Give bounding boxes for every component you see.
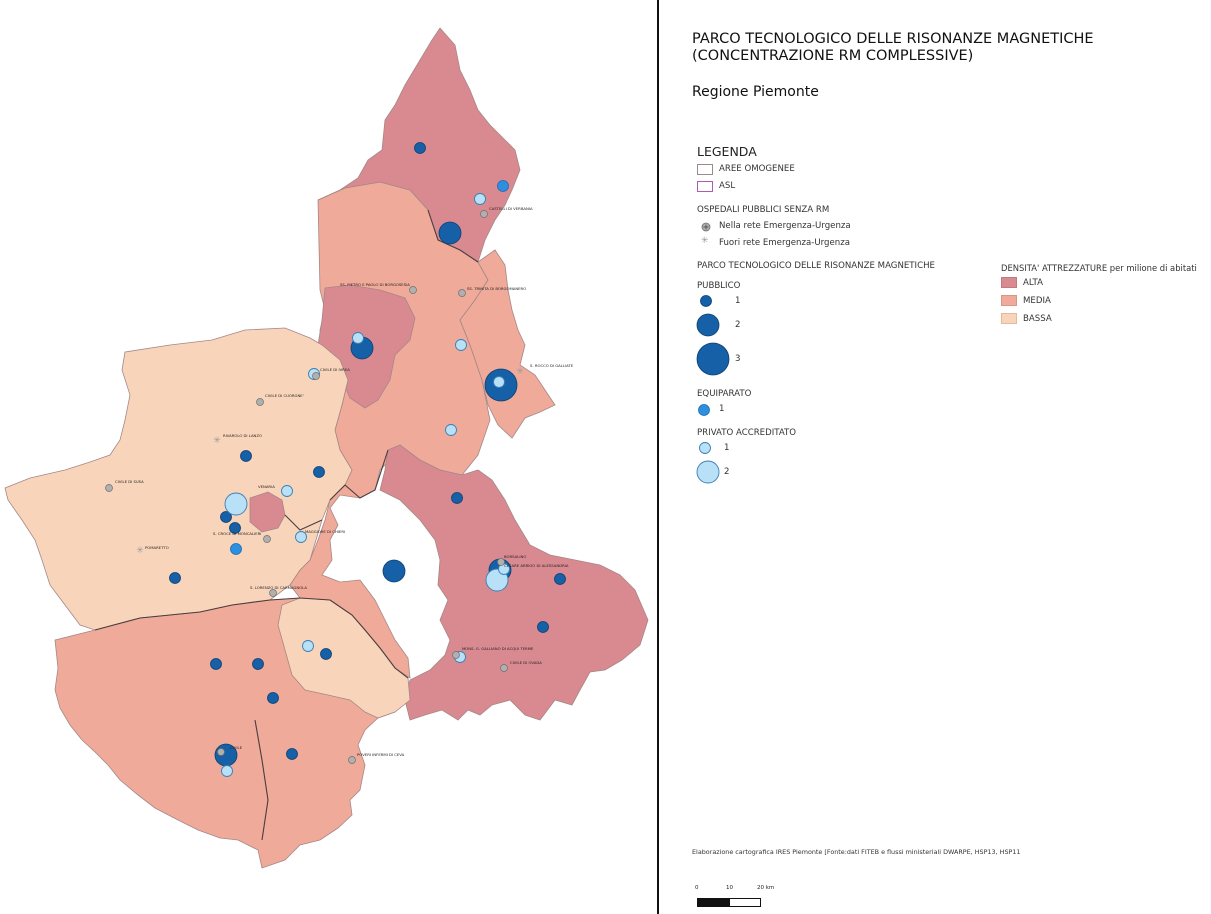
- label-pomaretto: POMARETTO: [145, 545, 169, 550]
- legend-aree-omogenee-label: AREE OMOGENEE: [719, 164, 795, 174]
- svg-text:✳: ✳: [516, 367, 524, 377]
- label-ceva: POVERI INFERMI DI CEVA: [357, 752, 405, 757]
- legend-hospital-nella-rete-label: Nella rete Emergenza-Urgenza: [719, 221, 851, 231]
- plus-circle-icon: [701, 222, 711, 232]
- legend-heading: LEGENDA: [697, 144, 757, 159]
- legend-privato-1: 1: [724, 443, 730, 453]
- legend-rm-heading: PARCO TECNOLOGICO DELLE RISONANZE MAGNET…: [697, 261, 935, 271]
- label-susa: CIVILE DI SUSA: [115, 479, 144, 484]
- label-moncalieri: S. CROCE DI MONCALIERI: [213, 531, 261, 536]
- map-area-alessandria: [379, 444, 649, 721]
- asl-boundaries: [94, 209, 479, 841]
- scalebar-label-10: 10: [726, 885, 733, 891]
- rm-privato-markers: [221, 193, 510, 777]
- map-title-line-2: (CONCENTRAZIONE RM COMPLESSIVE): [692, 48, 974, 64]
- map-subtitle: Regione Piemonte: [692, 84, 819, 100]
- legend-density-bassa-swatch: [1001, 313, 1017, 324]
- label-galliate: S. ROCCO DI GALLIATE: [530, 363, 574, 368]
- label-cuorgne: CIVILE DI CUORGNE': [265, 393, 304, 398]
- label-alessandria: CESARE ARRIGO DI ALESSANDRIA: [504, 563, 569, 568]
- piemonte-map: ✳ ✳ ✳ CASTELLI DI VERBANIA SS. PIETRO E …: [4, 27, 649, 869]
- map-title: PARCO TECNOLOGICO DELLE RISONANZE MAGNET…: [692, 31, 1094, 65]
- scalebar-label-0: 0: [695, 885, 699, 891]
- legend-density-bassa-label: BASSA: [1023, 314, 1052, 324]
- legend-equiparato-symbol: [698, 404, 710, 416]
- legend-pubblico-symbols: [696, 295, 730, 376]
- label-borsalino: BORSALINO: [504, 554, 526, 559]
- asterisk-icon: ✳: [701, 236, 709, 246]
- scalebar-label-20: 20 km: [757, 885, 775, 891]
- label-castelli-di-verbania: CASTELLI DI VERBANIA: [489, 206, 533, 211]
- legend-pubblico-2: 2: [735, 320, 741, 330]
- svg-text:✳: ✳: [136, 546, 144, 556]
- legend-privato-label: PRIVATO ACCREDITATO: [697, 428, 797, 438]
- legend-pubblico-label: PUBBLICO: [697, 281, 741, 291]
- label-ovada: CIVILE DI OVADA: [510, 660, 542, 665]
- legend-pubblico-3: 3: [735, 354, 741, 364]
- scalebar: [697, 898, 761, 907]
- label-carmagnola: S. LORENZO DI CARMAGNOLA: [250, 585, 307, 590]
- label-lanzo: RIVAROLO DI LANZO: [223, 433, 262, 438]
- panel-divider: [657, 0, 659, 914]
- legend-pubblico-1: 1: [735, 296, 741, 306]
- legend-density-media-swatch: [1001, 295, 1017, 306]
- svg-text:✳: ✳: [213, 436, 221, 446]
- scalebar-filled-segment: [698, 899, 730, 906]
- hospital-fuori-rete-markers: ✳ ✳ ✳: [136, 367, 524, 556]
- legend-privato-symbols: [696, 442, 720, 484]
- label-venaria: VENARIA: [258, 484, 275, 489]
- legend-aree-omogenee-swatch: [697, 164, 713, 175]
- rm-equiparato-markers: [230, 180, 509, 555]
- legend-asl-label: ASL: [719, 181, 736, 191]
- map-area-novara: [459, 249, 556, 439]
- legend-density-heading: DENSITA' ATTREZZATURE per milione di abi…: [1001, 263, 1197, 273]
- legend-density-alta-swatch: [1001, 277, 1017, 288]
- legend-density-media-label: MEDIA: [1023, 296, 1051, 306]
- source-credit: Elaborazione cartografica IRES Piemonte …: [692, 848, 1021, 856]
- map-area-torino-city: [249, 491, 286, 533]
- hospital-senza-rm-markers: [105, 210, 508, 764]
- label-chieri: MAGGIORE DI CHIERI: [305, 529, 345, 534]
- legend-hospitals-heading: OSPEDALI PUBBLICI SENZA RM: [697, 205, 830, 215]
- label-borgomanero: SS. TRINITA DI BORGOMANERO: [467, 286, 526, 291]
- label-ivrea: CIVILE DI IVREA: [320, 367, 350, 372]
- legend-hospital-fuori-rete-label: Fuori rete Emergenza-Urgenza: [719, 238, 851, 248]
- legend-privato-2: 2: [724, 467, 730, 477]
- place-labels: CASTELLI DI VERBANIA SS. PIETRO E PAOLO …: [115, 206, 574, 757]
- legend-equiparato-label: EQUIPARATO: [697, 389, 752, 399]
- legend-equiparato-1: 1: [719, 404, 725, 414]
- label-acqui-terme: MONS. G. GALLIANO DI ACQUI TERME: [462, 646, 534, 651]
- label-cuneo: CIVILE: [230, 745, 243, 750]
- legend-asl-swatch: [697, 181, 713, 192]
- legend-density-alta-label: ALTA: [1023, 278, 1043, 288]
- label-borgosesia: SS. PIETRO E PAOLO DI BORGOSESIA: [340, 282, 410, 287]
- map-title-line-1: PARCO TECNOLOGICO DELLE RISONANZE MAGNET…: [692, 31, 1094, 47]
